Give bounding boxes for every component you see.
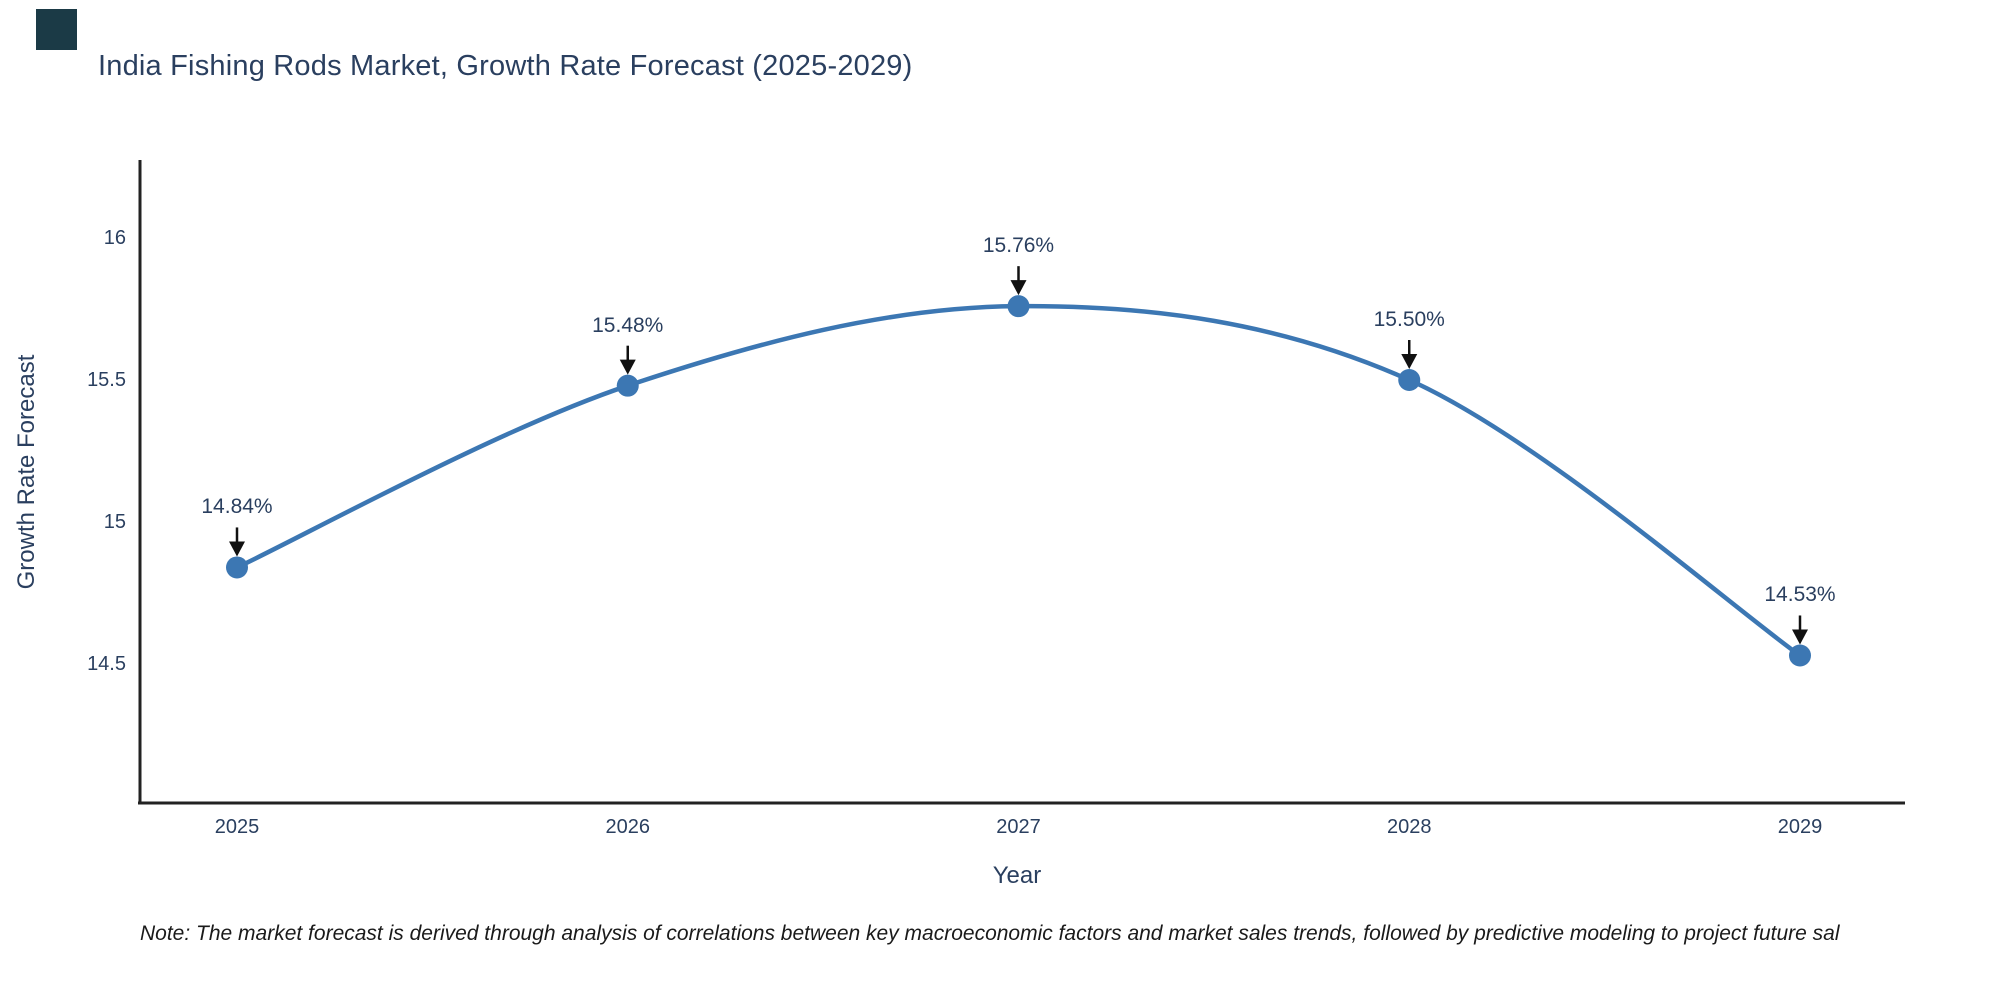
data-point-marker[interactable] (616, 374, 639, 397)
y-tick-label: 15 (103, 511, 126, 533)
annotation-arrow-head (1792, 629, 1808, 645)
point-value-label: 15.48% (592, 313, 664, 337)
annotation-arrow-head (1010, 280, 1027, 296)
y-tick-label: 14.5 (87, 653, 126, 675)
y-tick-label: 15.5 (87, 369, 126, 391)
annotation-arrow-head (619, 359, 636, 375)
x-tick-label: 2026 (605, 816, 651, 838)
forecast-line (234, 303, 1803, 658)
point-value-label: 14.53% (1764, 583, 1836, 607)
y-tick-label: 16 (103, 227, 126, 249)
point-value-label: 15.76% (982, 234, 1055, 258)
data-point-marker[interactable] (1007, 295, 1030, 318)
data-point-marker[interactable] (1398, 369, 1421, 391)
annotation-arrow-head (229, 541, 245, 557)
brand-logo-mark (36, 9, 77, 50)
point-value-label: 15.50% (1373, 308, 1445, 331)
point-value-label: 14.84% (201, 495, 273, 519)
x-tick-label: 2028 (1387, 816, 1432, 838)
x-axis-title: Year (992, 862, 1042, 889)
y-axis-title: Growth Rate Forecast (13, 354, 40, 590)
x-tick-label: 2025 (214, 816, 260, 838)
x-tick-label: 2029 (1777, 816, 1823, 838)
footnote-text: Note: The market forecast is derived thr… (140, 922, 1840, 945)
chart-title: India Fishing Rods Market, Growth Rate F… (98, 50, 913, 82)
x-tick-label: 2027 (996, 816, 1041, 838)
annotation-arrow-head (1401, 354, 1418, 369)
data-point-marker[interactable] (226, 556, 248, 579)
data-point-marker[interactable] (1789, 644, 1811, 667)
